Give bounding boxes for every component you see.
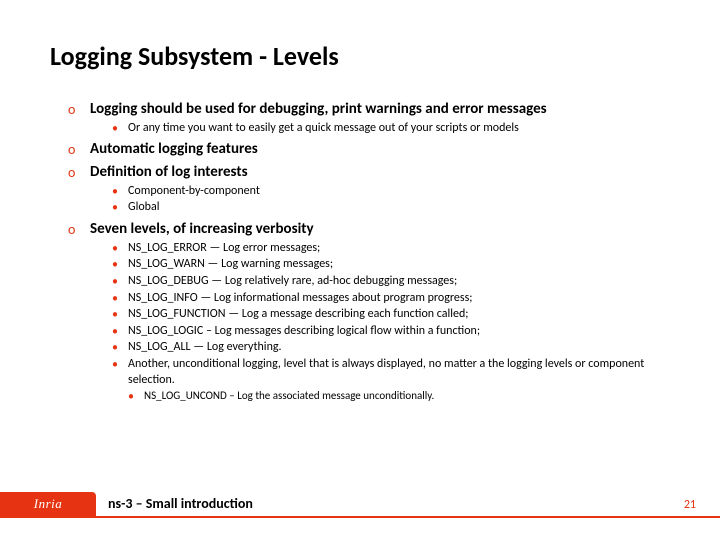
sub-item: • NS_LOG_INFO — Log informational messag… <box>112 291 670 307</box>
sub-text: NS_LOG_INFO — Log informational messages… <box>128 291 670 307</box>
item-text: Automatic logging features <box>90 140 670 159</box>
bullet-marker: o <box>68 140 90 159</box>
sub-item: • NS_LOG_ERROR — Log error messages; <box>112 241 670 257</box>
sub-sub-list: • NS_LOG_UNCOND – Log the associated mes… <box>68 389 670 404</box>
sub-text: NS_LOG_DEBUG — Log relatively rare, ad-h… <box>128 274 670 290</box>
dot-marker: • <box>112 340 128 356</box>
sub-list: • NS_LOG_ERROR — Log error messages; • N… <box>68 241 670 388</box>
sub-sub-item: • NS_LOG_UNCOND – Log the associated mes… <box>128 389 670 404</box>
sub-item: • NS_LOG_ALL — Log everything. <box>112 340 670 356</box>
sub-list: • Component-by-component • Global <box>68 184 670 216</box>
main-list: o Logging should be used for debugging, … <box>50 100 670 404</box>
sub-text: Another, unconditional logging, level th… <box>128 357 670 388</box>
sub-text: NS_LOG_LOGIC – Log messages describing l… <box>128 324 670 340</box>
dot-marker: • <box>112 241 128 257</box>
sub-item: • Global <box>112 200 670 216</box>
item-text: Definition of log interests <box>90 163 670 182</box>
dot-marker: • <box>112 307 128 323</box>
logo-text: Inria <box>34 496 63 512</box>
bullet-marker: o <box>68 220 90 239</box>
page-number: 21 <box>684 498 696 512</box>
sub-text: NS_LOG_FUNCTION — Log a message describi… <box>128 307 670 323</box>
dot-marker: • <box>112 184 128 200</box>
sub-text: NS_LOG_ALL — Log everything. <box>128 340 670 356</box>
item-text: Logging should be used for debugging, pr… <box>90 100 670 119</box>
list-item: o Logging should be used for debugging, … <box>68 100 670 136</box>
dot-marker: • <box>112 357 128 388</box>
sub-item: • NS_LOG_DEBUG — Log relatively rare, ad… <box>112 274 670 290</box>
bullet-marker: o <box>68 100 90 119</box>
footer-title: ns-3 – Small introduction <box>108 495 253 512</box>
sub-text: Global <box>128 200 670 216</box>
slide-content: Logging Subsystem - Levels o Logging sho… <box>0 0 720 404</box>
slide-title: Logging Subsystem - Levels <box>50 40 670 72</box>
dot-marker: • <box>112 121 128 137</box>
bullet-marker: o <box>68 163 90 182</box>
sub-text: Component-by-component <box>128 184 670 200</box>
sub-list: • Or any time you want to easily get a q… <box>68 121 670 137</box>
list-item: o Seven levels, of increasing verbosity … <box>68 220 670 404</box>
dot-marker: • <box>112 324 128 340</box>
sub-item: • NS_LOG_LOGIC – Log messages describing… <box>112 324 670 340</box>
dot-marker: • <box>112 200 128 216</box>
list-item: o Definition of log interests • Componen… <box>68 163 670 216</box>
logo-badge: Inria <box>0 492 96 516</box>
list-item: o Automatic logging features <box>68 140 670 159</box>
sub-item: • Component-by-component <box>112 184 670 200</box>
sub-text: NS_LOG_WARN — Log warning messages; <box>128 257 670 273</box>
sub-item: • Another, unconditional logging, level … <box>112 357 670 388</box>
sub-item: • NS_LOG_FUNCTION — Log a message descri… <box>112 307 670 323</box>
sub-item: • NS_LOG_WARN — Log warning messages; <box>112 257 670 273</box>
sub-sub-text: NS_LOG_UNCOND – Log the associated messa… <box>144 389 670 404</box>
sub-text: NS_LOG_ERROR — Log error messages; <box>128 241 670 257</box>
sub-text: Or any time you want to easily get a qui… <box>128 121 670 137</box>
sub-item: • Or any time you want to easily get a q… <box>112 121 670 137</box>
dot-marker: • <box>112 257 128 273</box>
dot-marker: • <box>112 274 128 290</box>
footer: Inria ns-3 – Small introduction 21 <box>0 498 720 540</box>
footer-divider <box>0 516 720 518</box>
dot-marker: • <box>112 291 128 307</box>
item-text: Seven levels, of increasing verbosity <box>90 220 670 239</box>
dot-marker: • <box>128 389 144 404</box>
